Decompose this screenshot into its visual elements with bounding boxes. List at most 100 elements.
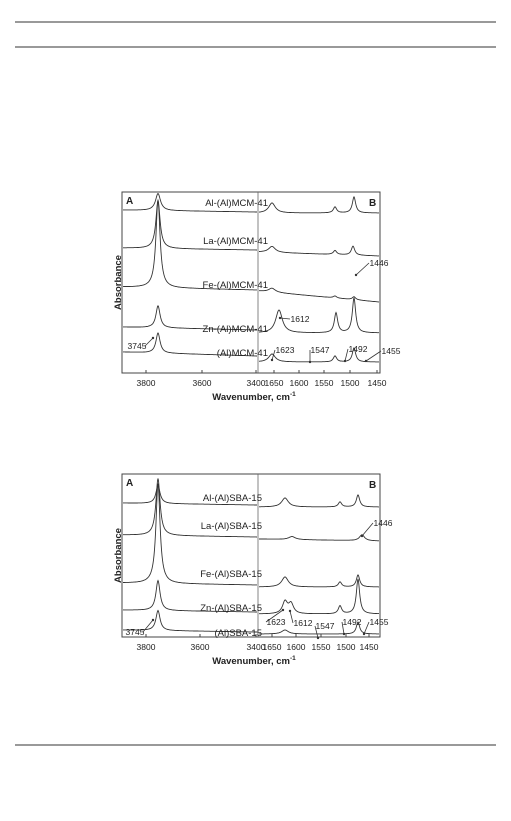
annotation-arrow bbox=[314, 625, 319, 639]
annotation: 1455 bbox=[382, 346, 401, 356]
y-axis-label: Absorbance bbox=[113, 528, 124, 583]
arrow-head bbox=[343, 359, 347, 363]
series-label: (Al)MCM-41 bbox=[217, 348, 268, 359]
series-label: La-(Al)SBA-15 bbox=[201, 521, 262, 532]
annotation: 1492 bbox=[343, 617, 362, 627]
x-tick-label: 3600 bbox=[191, 642, 210, 652]
spectrum-curve bbox=[259, 621, 379, 635]
y-axis-label: Absorbance bbox=[113, 255, 124, 310]
annotation-arrow bbox=[271, 349, 276, 361]
x-tick-label: 1650 bbox=[265, 378, 284, 388]
spectrum-curve bbox=[123, 304, 257, 331]
arrow-head bbox=[151, 336, 155, 340]
series-label: Fe-(Al)SBA-15 bbox=[200, 569, 262, 580]
spectrum-curve bbox=[259, 195, 379, 214]
x-tick-label: 3400 bbox=[247, 642, 266, 652]
series-label: Zn-(Al)MCM-41 bbox=[203, 324, 268, 335]
x-tick-label: 1500 bbox=[341, 378, 360, 388]
arrow-head bbox=[360, 534, 364, 538]
annotation-arrow bbox=[355, 262, 370, 276]
spectrum-curve bbox=[123, 198, 257, 251]
x-axis-label-text: Wavenumber, cm bbox=[212, 392, 290, 403]
arrow-head bbox=[270, 358, 274, 362]
series-label: Al-(Al)SBA-15 bbox=[203, 493, 262, 504]
annotation-arrow bbox=[344, 348, 349, 362]
spectrum-curve bbox=[123, 478, 257, 538]
x-tick-label: 1600 bbox=[290, 378, 309, 388]
annotation-arrow bbox=[279, 317, 291, 320]
annotation: 3745 bbox=[126, 627, 145, 637]
annotation: 3745 bbox=[128, 341, 147, 351]
spectrum-curve bbox=[259, 287, 380, 303]
x-tick-label: 1550 bbox=[312, 642, 331, 652]
arrow-head bbox=[288, 609, 292, 613]
spectrum-curve bbox=[259, 578, 379, 615]
spectrum-curve bbox=[259, 245, 379, 257]
arrow-head bbox=[342, 632, 346, 636]
panel-label: A bbox=[126, 478, 133, 489]
annotation-arrow bbox=[142, 619, 154, 633]
x-tick-label: 1500 bbox=[337, 642, 356, 652]
annotation: 1612 bbox=[291, 314, 310, 324]
x-axis-label-sup: -1 bbox=[290, 391, 296, 398]
x-axis-label: Wavenumber, cm-1 bbox=[212, 655, 296, 667]
spectrum-curve bbox=[258, 347, 379, 363]
x-tick-label: 1600 bbox=[287, 642, 306, 652]
series-label: Fe-(Al)MCM-41 bbox=[203, 280, 268, 291]
spectrum-curve bbox=[259, 494, 379, 508]
series-label: Zn-(Al)SBA-15 bbox=[200, 603, 262, 614]
spectrum-curve bbox=[123, 192, 257, 213]
panel-label: B bbox=[369, 198, 376, 209]
x-tick-label: 1650 bbox=[263, 642, 282, 652]
annotation-arrow bbox=[341, 621, 345, 635]
annotation: 1455 bbox=[370, 617, 389, 627]
x-axis-label: Wavenumber, cm-1 bbox=[212, 391, 296, 403]
arrow-head bbox=[362, 632, 366, 636]
annotation: 1547 bbox=[316, 621, 335, 631]
annotation-arrow bbox=[363, 621, 370, 635]
plot-frame bbox=[121, 191, 381, 374]
annotation-arrow bbox=[289, 610, 294, 624]
series-label: La-(Al)MCM-41 bbox=[203, 236, 268, 247]
arrow-head bbox=[151, 618, 155, 622]
series-label: Al-(Al)MCM-41 bbox=[205, 198, 268, 209]
x-tick-label: 1550 bbox=[315, 378, 334, 388]
arrow-head bbox=[278, 316, 282, 320]
annotation: 1492 bbox=[349, 344, 368, 354]
x-tick-label: 3800 bbox=[137, 642, 156, 652]
plot-frame bbox=[121, 473, 381, 638]
annotation-arrow bbox=[365, 350, 382, 362]
arrow-head bbox=[281, 608, 285, 612]
spectrum-curve bbox=[259, 574, 379, 588]
spectrum-curve bbox=[122, 579, 257, 613]
series-label: (Al)SBA-15 bbox=[214, 628, 262, 639]
spectrum-curve bbox=[123, 332, 257, 357]
annotation: 1623 bbox=[267, 617, 286, 627]
x-tick-label: 3400 bbox=[247, 378, 266, 388]
annotation-arrow bbox=[361, 522, 374, 537]
spectrum-curve bbox=[123, 199, 257, 291]
arrow-head bbox=[316, 636, 320, 640]
annotation-arrow bbox=[144, 337, 154, 347]
annotation: 1612 bbox=[294, 618, 313, 628]
annotation: 1547 bbox=[311, 345, 330, 355]
spectrum-curve bbox=[123, 484, 257, 506]
spectrum-curve bbox=[258, 297, 379, 334]
spectrum-curve bbox=[123, 483, 257, 586]
x-tick-label: 3600 bbox=[193, 378, 212, 388]
arrow-head bbox=[354, 273, 358, 277]
x-tick-label: 1450 bbox=[368, 378, 387, 388]
arrow-head bbox=[308, 360, 312, 364]
x-tick-label: 3800 bbox=[137, 378, 156, 388]
panel-label: A bbox=[126, 196, 133, 207]
panel-label: B bbox=[369, 480, 376, 491]
spectrum-curve bbox=[259, 534, 379, 542]
x-tick-label: 1450 bbox=[360, 642, 379, 652]
x-axis-label-text: Wavenumber, cm bbox=[212, 656, 290, 667]
annotation: 1623 bbox=[276, 345, 295, 355]
x-axis-label-sup: -1 bbox=[290, 655, 296, 662]
annotation: 1446 bbox=[374, 518, 393, 528]
